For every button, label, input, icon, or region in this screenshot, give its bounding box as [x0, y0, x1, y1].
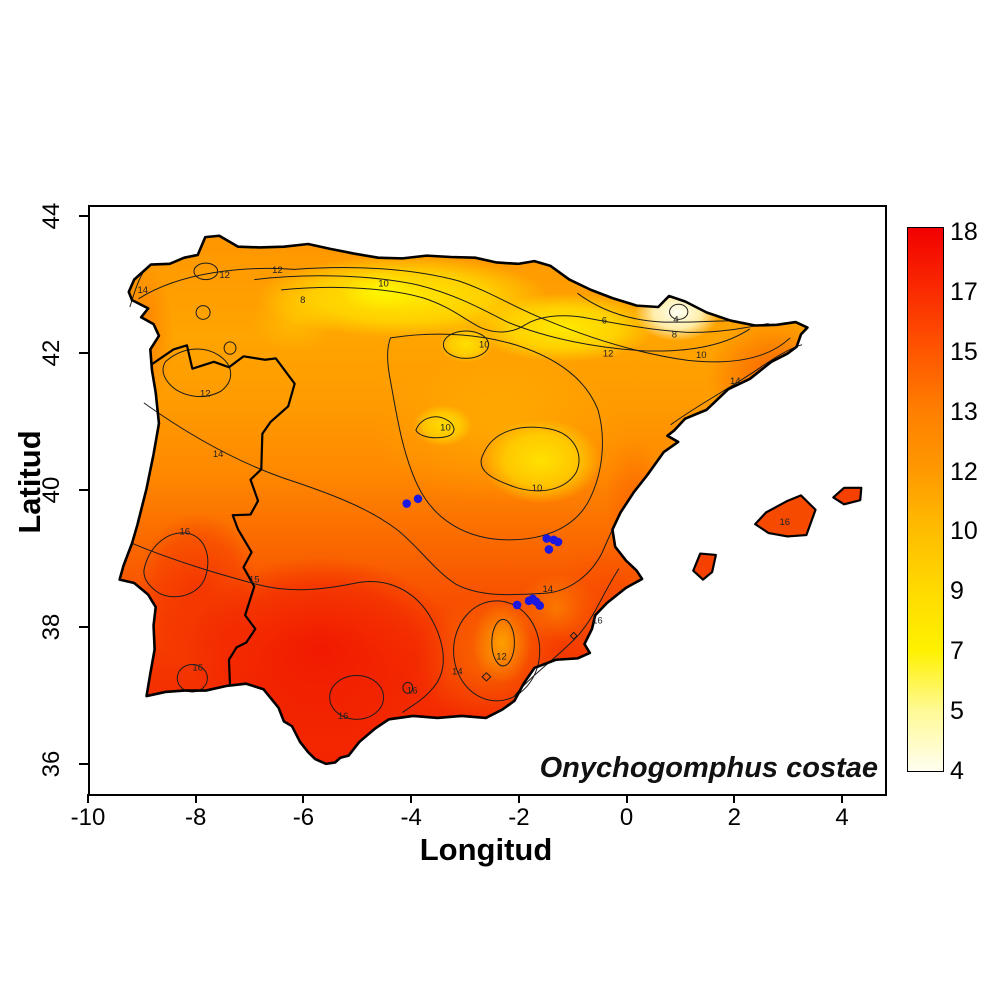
x-tick-mark [410, 794, 413, 803]
x-tick-label: -8 [185, 804, 207, 831]
y-tick-label: 44 [38, 202, 65, 230]
contour-value-label: 14 [452, 666, 463, 677]
x-tick-mark [517, 794, 520, 803]
x-tick-mark [733, 794, 736, 803]
y-tick-mark [79, 351, 88, 354]
x-axis-title: Longitud [419, 832, 553, 867]
contour-value-label: 10 [378, 279, 389, 290]
occurrence-point [542, 534, 552, 543]
x-tick-label: 0 [619, 804, 634, 831]
contour-value-label: 14 [543, 584, 554, 595]
map-overlay: 12 12 10 8 6 4 8 10 12 14 10 12 14 10 10 14 16 15 16 16 16 14… [137, 265, 791, 722]
contour-value-label: 12 [219, 270, 230, 281]
colorbar-tick-label: 5 [950, 697, 964, 726]
colorbar-tick-label: 7 [950, 637, 964, 666]
y-tick-mark [79, 762, 88, 765]
y-tick-mark [79, 214, 88, 217]
iberia-coastline [120, 236, 808, 764]
contour-value-label: 16 [407, 686, 418, 697]
x-tick-label: 4 [835, 804, 849, 831]
x-tick-mark [841, 794, 844, 803]
x-tick-mark [87, 794, 89, 803]
y-tick-label: 36 [38, 750, 65, 778]
x-tick-label: -2 [508, 804, 530, 831]
contour-value-label: 4 [673, 314, 678, 325]
contour-value-label: 10 [532, 483, 543, 494]
x-tick-mark [302, 794, 305, 803]
contour-value-label: 10 [479, 340, 490, 351]
x-tick-mark [625, 794, 628, 803]
spain-portugal-border [151, 345, 294, 685]
x-tick-label: -10 [70, 804, 106, 831]
colorbar-tick-label: 15 [950, 337, 978, 366]
y-tick-label: 38 [38, 613, 65, 641]
y-tick-mark [79, 625, 88, 628]
colorbar-tick-label: 9 [950, 577, 964, 606]
contour-value-label: 16 [180, 527, 191, 538]
contour-value-label: 14 [213, 449, 224, 460]
contour-value-label: 8 [300, 295, 305, 306]
contour-value-label: 12 [603, 349, 614, 360]
contour-value-label: 12 [200, 388, 211, 399]
iberia-map [90, 207, 885, 794]
occurrence-point [553, 537, 563, 547]
contour-value-label: 16 [338, 711, 349, 722]
colorbar-tick-label: 4 [950, 757, 964, 785]
colorbar [907, 227, 944, 772]
x-tick-label: -4 [400, 804, 422, 831]
contour-lines [130, 263, 802, 719]
contour-value-label: 10 [440, 423, 451, 434]
x-tick-label: 2 [727, 804, 741, 831]
colorbar-tick-label: 17 [950, 277, 978, 306]
y-tick-mark [79, 488, 88, 491]
contour-value-label: 8 [672, 329, 677, 340]
colorbar-tick-label: 10 [950, 517, 978, 546]
colorbar-tick-label: 12 [950, 457, 978, 486]
contour-value-label: 14 [137, 285, 148, 296]
occurrence-point [535, 601, 545, 610]
colorbar-tick-label: 18 [950, 218, 978, 246]
colorbar-tick-label: 13 [950, 397, 978, 426]
balearic-islands [693, 488, 861, 580]
x-tick-label: -6 [292, 804, 315, 831]
species-title: Onychogomphus costae [539, 752, 878, 784]
y-tick-label: 42 [38, 339, 65, 367]
contour-value-label: 16 [780, 517, 791, 528]
contour-value-label: 12 [496, 651, 507, 662]
plot-area: 12 12 10 8 6 4 8 10 12 14 10 12 14 10 10 14 16 15 16 16 16 14… [88, 205, 887, 796]
occurrence-point [512, 600, 522, 610]
occurrence-point [544, 545, 554, 554]
occurrence-point [402, 499, 411, 508]
contour-value-label: 16 [592, 616, 603, 627]
x-tick-mark [194, 794, 197, 803]
occurrence-point [413, 494, 423, 504]
contour-value-label: 6 [602, 316, 607, 327]
contour-value-label: 12 [272, 265, 283, 276]
contour-value-label: 16 [192, 662, 203, 673]
contour-value-label: 14 [730, 376, 741, 387]
contour-value-label: 15 [249, 575, 260, 586]
y-tick-label: 40 [38, 476, 65, 504]
contour-value-label: 10 [696, 350, 707, 361]
